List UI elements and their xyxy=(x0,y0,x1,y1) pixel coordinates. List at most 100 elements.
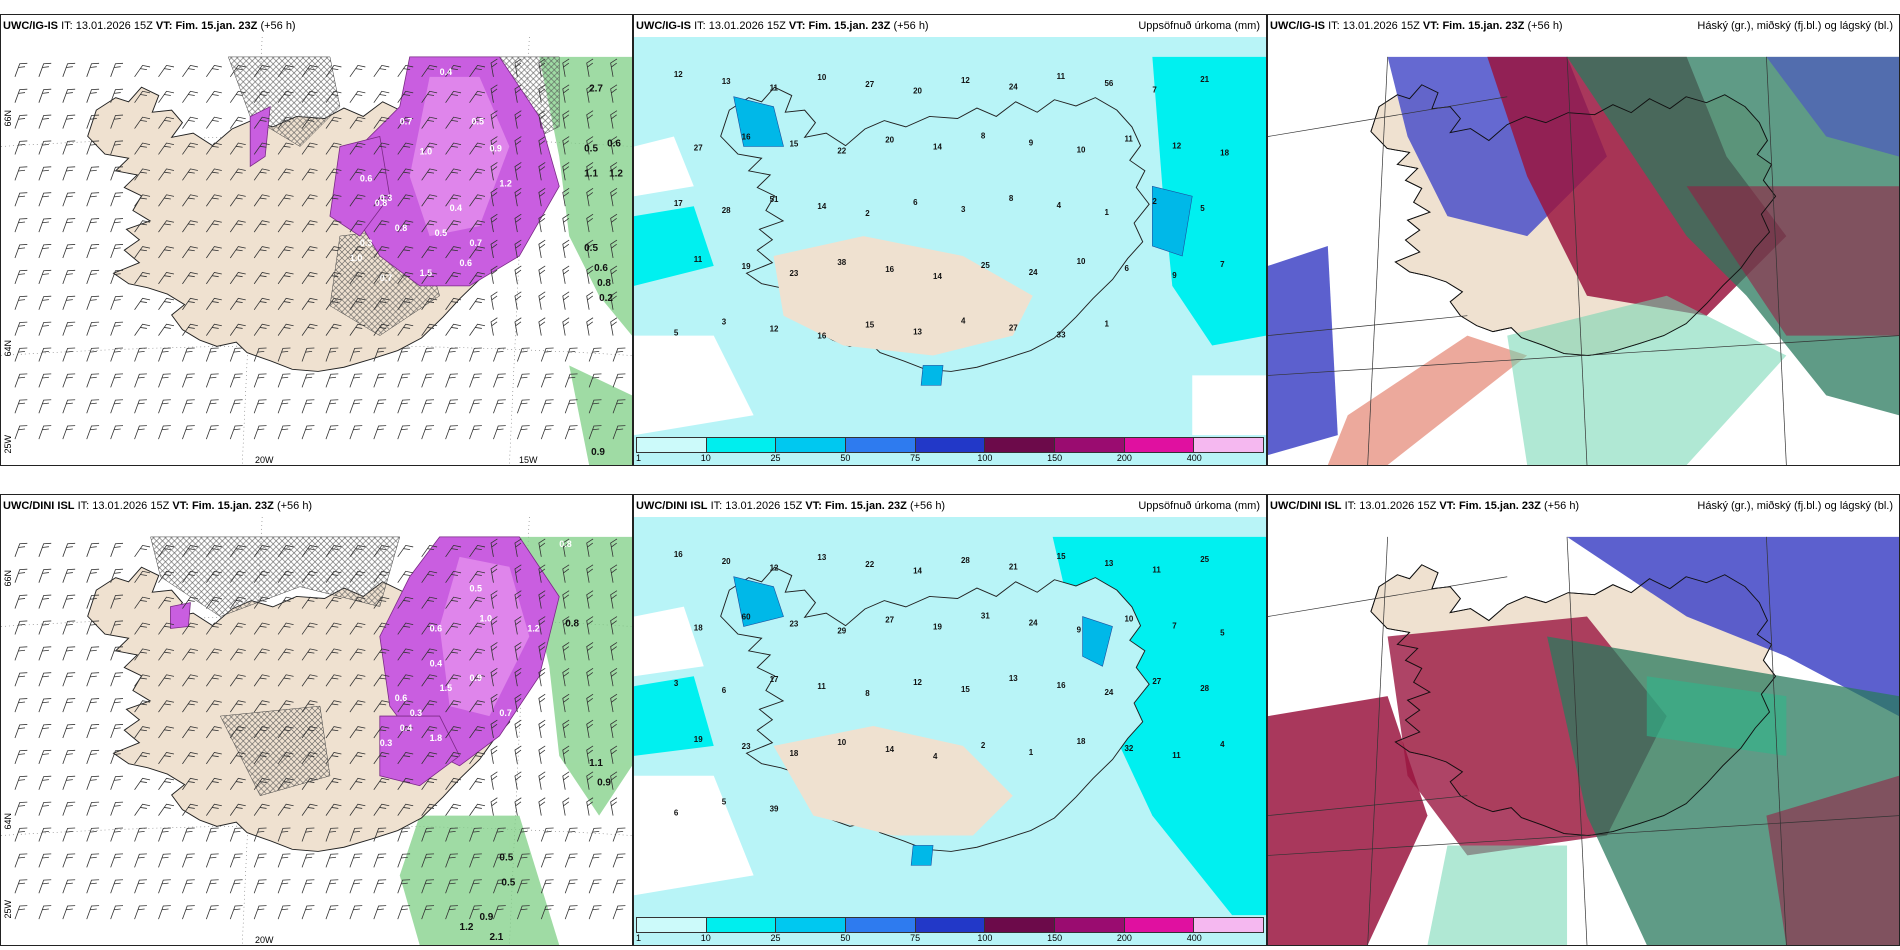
precip-value: 27 xyxy=(865,80,874,89)
barb-line xyxy=(445,827,458,842)
wind-barb xyxy=(206,700,222,713)
wind-barb xyxy=(490,564,498,583)
barb-line xyxy=(182,905,195,920)
wind-barb xyxy=(490,797,498,816)
barb-line xyxy=(301,674,318,687)
map-precip-wind[interactable]: 0.4 0.7 1.0 0.5 0.9 1.2 0.6 0.3 0.8 0.5 0.4 1.5 0.7 1… xyxy=(1,37,632,465)
wind-barb xyxy=(38,321,52,336)
barb-line xyxy=(610,58,618,77)
barb-line xyxy=(445,220,462,233)
barb-line xyxy=(516,853,530,868)
barb-line xyxy=(38,425,52,440)
wind-barb xyxy=(514,213,522,233)
wind-barb xyxy=(397,373,411,388)
wind-barb xyxy=(62,269,76,284)
wind-barb xyxy=(514,719,522,739)
barb-line xyxy=(397,905,411,920)
barb-line xyxy=(514,58,522,77)
precip-value: 0.7 xyxy=(400,117,412,127)
precip-value: 0.4 xyxy=(440,67,452,77)
wind-barb xyxy=(110,399,124,414)
wind-barb xyxy=(206,803,222,816)
barb-line xyxy=(445,425,458,440)
barb-line xyxy=(469,347,482,362)
barb-line xyxy=(158,544,175,558)
precip-value: 5 xyxy=(1200,204,1205,213)
precip-legend: 1 10 25 50 75 100 150 200 400 xyxy=(636,917,1264,943)
map-precip-wind[interactable]: 0.8 1.2 0.5 1.0 0.6 0.4 1.5 0.9 0.3 1.8 0.7 0.8 1.1 0… xyxy=(1,517,632,945)
wind-barb xyxy=(38,724,52,739)
barb-line xyxy=(301,373,315,388)
wind-barb xyxy=(588,399,602,414)
legend-swatch xyxy=(915,918,986,932)
heavy-precip xyxy=(733,96,1193,386)
wind-barb xyxy=(14,88,28,103)
wind-barb xyxy=(62,594,76,609)
wind-barb xyxy=(349,827,363,842)
wind-barb xyxy=(562,213,570,233)
wind-barb xyxy=(38,114,52,129)
barb-line xyxy=(253,168,270,181)
barb-line xyxy=(373,674,390,687)
panel-bottom-middle: UWC/DINI ISL IT: 13.01.2026 15Z VT: Fim.… xyxy=(633,494,1267,946)
barb-line xyxy=(110,114,124,129)
barb-line xyxy=(62,568,76,583)
barb-line xyxy=(349,803,366,816)
barb-line xyxy=(469,246,486,259)
wind-barb xyxy=(397,168,414,181)
heavy-precip-cell xyxy=(1082,616,1113,667)
wind-barb xyxy=(514,564,522,583)
barb-line xyxy=(301,425,315,440)
barb-line xyxy=(540,827,554,842)
barb-line xyxy=(493,373,506,388)
precip-value: 2 xyxy=(981,741,986,750)
barb-line xyxy=(110,905,124,920)
barb-line xyxy=(158,425,171,440)
barb-line xyxy=(373,425,387,440)
cloud-area xyxy=(1766,775,1899,945)
wind-barb xyxy=(182,373,195,388)
barb-line xyxy=(301,570,318,583)
wind-barb xyxy=(182,570,198,583)
precip-value: 2.7 xyxy=(589,84,603,95)
precip-value: 18 xyxy=(790,749,799,758)
wind-barb xyxy=(205,373,219,388)
wind-barb xyxy=(610,719,618,739)
barb-line xyxy=(397,827,411,842)
precip-value: 0.6 xyxy=(460,258,472,268)
wind-barb xyxy=(325,879,339,894)
map-cloud-cover[interactable] xyxy=(1268,517,1899,945)
wind-barb xyxy=(373,347,387,362)
barb-line xyxy=(397,751,414,765)
barb-line xyxy=(134,297,151,310)
wind-barb xyxy=(397,220,414,233)
map-accumulated-precip[interactable]: 12 13 11 10 27 20 12 24 11 56 7 21 27 16 15 22 20 14 8 9 10 1… xyxy=(634,37,1266,465)
wind-barb xyxy=(158,425,171,440)
barb-line xyxy=(538,771,546,790)
lat-label: 66N xyxy=(3,570,13,587)
barb-line xyxy=(182,570,198,583)
wind-barb xyxy=(610,162,618,181)
barb-line xyxy=(469,648,486,661)
barb-line xyxy=(229,90,246,103)
precip-value: 6 xyxy=(722,686,727,695)
map-cloud-cover[interactable] xyxy=(1268,37,1899,465)
barb-line xyxy=(14,399,28,414)
wind-barb xyxy=(229,674,246,687)
wind-barb xyxy=(325,323,342,336)
barb-line xyxy=(445,596,462,609)
graticule xyxy=(1268,56,1899,465)
barb-line xyxy=(445,142,462,155)
wind-barb xyxy=(62,114,76,129)
map-accumulated-precip[interactable]: 16 20 12 13 22 14 28 21 15 13 11 25 18 60 23 29 27 19 31 24… xyxy=(634,517,1266,945)
precip-values: 0.81.20.51.00.60.41.50.90.31.80.70.81.10… xyxy=(380,539,612,943)
wind-barb xyxy=(516,399,530,414)
wind-barb xyxy=(493,853,506,868)
wind-barb xyxy=(158,168,175,181)
wind-barb xyxy=(540,425,554,440)
barb-line xyxy=(325,399,339,414)
barb-line xyxy=(134,827,147,842)
barb-line xyxy=(445,648,462,661)
barb-line xyxy=(14,192,28,207)
barb-line xyxy=(110,620,124,635)
